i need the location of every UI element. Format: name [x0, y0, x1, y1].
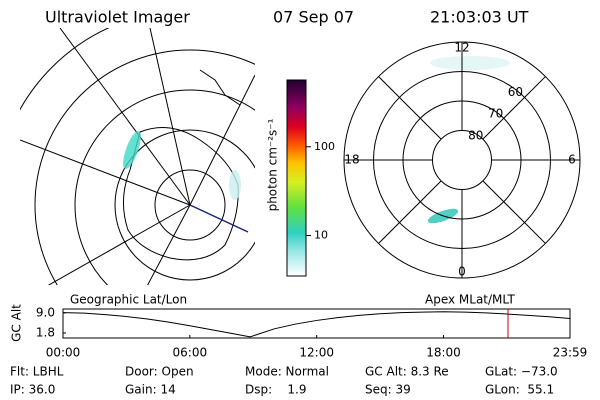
aurora — [430, 56, 510, 70]
x-tick-label: 06:00 — [173, 346, 208, 360]
x-tick-label: 23:59 — [553, 346, 588, 360]
geo-map — [20, 28, 255, 285]
colorbar-label: photon cm⁻²s⁻¹ — [266, 118, 280, 211]
instrument: Ultraviolet Imager — [45, 8, 190, 27]
mlat-label: 60 — [508, 85, 523, 99]
x-tick-label: 18:00 — [426, 346, 461, 360]
status-field: Seq: 39 — [365, 383, 411, 397]
mlt-label: 0 — [458, 265, 466, 279]
time: 21:03:03 UT — [430, 8, 529, 27]
mlt-label: 12 — [454, 41, 469, 55]
alt-line — [62, 311, 571, 338]
mlt-label: 6 — [568, 153, 576, 167]
status-field: GC Alt: 8.3 Re — [365, 365, 449, 379]
x-tick-label: 12:00 — [299, 346, 334, 360]
status-field: IP: 36.0 — [10, 383, 55, 397]
date: 07 Sep 07 — [273, 8, 354, 27]
status-field: Dsp: 1.9 — [245, 383, 307, 397]
colorbar — [286, 79, 307, 277]
y-tick-label: 1.8 — [36, 325, 55, 339]
status-field: Door: Open — [125, 365, 194, 379]
mlt-spoke — [378, 76, 442, 140]
status-field: GLon: 55.1 — [485, 383, 554, 397]
mlt-spoke — [482, 76, 546, 140]
panel-label: Geographic Lat/Lon — [70, 293, 187, 307]
mlt-spoke — [482, 180, 546, 244]
status-field: GLat: −73.0 — [485, 365, 558, 379]
status-field: Mode: Normal — [245, 365, 329, 379]
colorbar-tick-label: 10 — [314, 229, 328, 242]
panel-label: Apex MLat/MLT — [425, 293, 515, 307]
x-tick-label: 00:00 — [46, 346, 81, 360]
y-tick-label: 9.0 — [36, 305, 55, 319]
mlt-spoke — [378, 180, 442, 244]
y-axis-label: GC Alt — [10, 304, 24, 342]
mlat-label: 70 — [488, 107, 503, 121]
status-field: Gain: 14 — [125, 383, 176, 397]
mlt-label: 18 — [344, 153, 359, 167]
colorbar-tick-label: 100 — [314, 140, 335, 153]
status-field: Flt: LBHL — [10, 365, 64, 379]
mlat-label: 80 — [468, 129, 483, 143]
